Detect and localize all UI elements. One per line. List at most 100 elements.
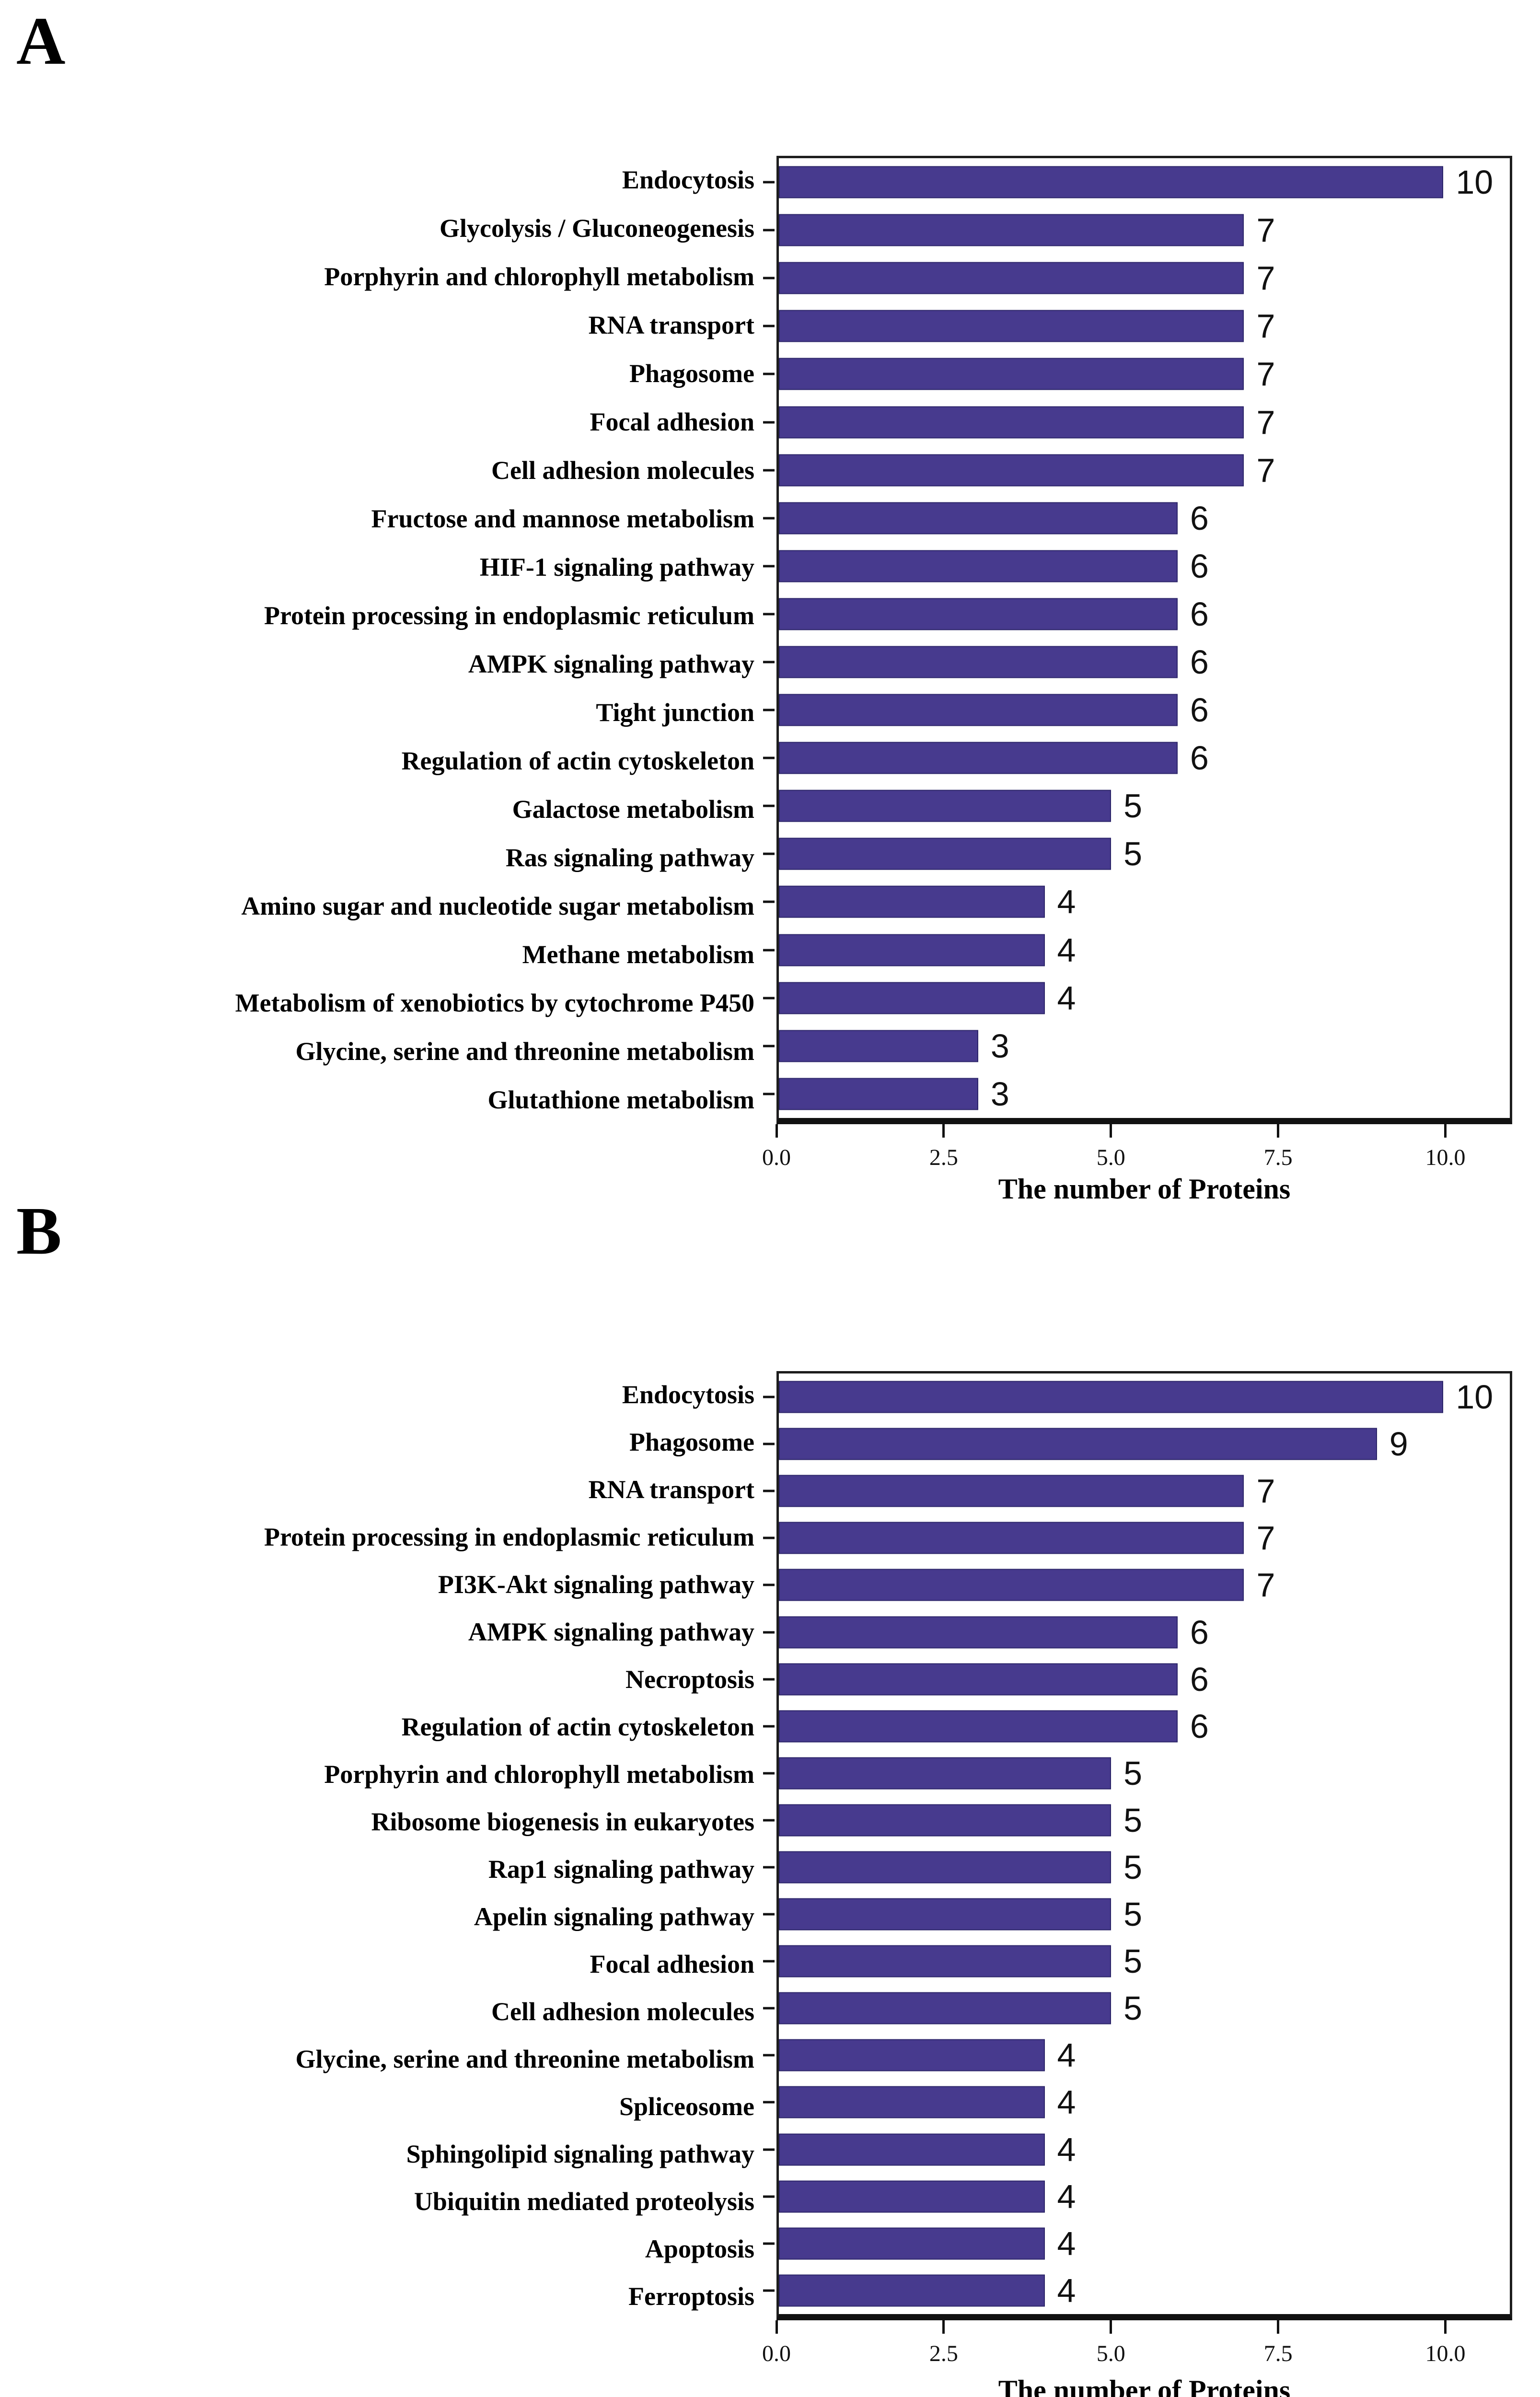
- bar-row: 4: [763, 2267, 1510, 2314]
- x-tick-mark: [1277, 2320, 1280, 2334]
- bar-value-label: 4: [1057, 2177, 1076, 2215]
- category-tick-mark: [763, 1536, 775, 1539]
- bar-row: 4: [763, 926, 1510, 974]
- category-tick-mark: [763, 756, 775, 759]
- bar-value-label: 7: [1256, 451, 1275, 489]
- x-axis-tick: 5.0: [1097, 1124, 1125, 1171]
- bar: [779, 2039, 1045, 2071]
- x-tick-mark: [1444, 1124, 1447, 1138]
- panel-b-plot-area: 10 9 7 7 7 6 6 6 5 5 5 5 5 5 4 4 4 4 4 4: [763, 1371, 1512, 2320]
- panel-a-letter: A: [16, 3, 66, 79]
- bar-value-label: 5: [1123, 1990, 1143, 2027]
- bar-value-label: 10: [1456, 1378, 1494, 1416]
- bar: [779, 2180, 1045, 2213]
- bar-row: 7: [763, 1561, 1510, 1608]
- x-tick-mark: [942, 1124, 945, 1138]
- x-tick-mark: [1110, 1124, 1112, 1138]
- category-label: Glycine, serine and threonine metabolism: [295, 1037, 754, 1066]
- category-label: Phagosome: [629, 1428, 754, 1457]
- panel-b-plot-rows: 10 9 7 7 7 6 6 6 5 5 5 5 5 5 4 4 4 4 4 4: [763, 1373, 1510, 2314]
- bar-value-label: 6: [1190, 1660, 1209, 1698]
- category-tick-mark: [763, 2195, 775, 2198]
- category-label: HIF-1 signaling pathway: [479, 553, 754, 582]
- bar: [779, 1804, 1112, 1837]
- panel-a-category-labels: Endocytosis Glycolysis / Gluconeogenesis P…: [0, 156, 776, 1124]
- x-tick-label: 5.0: [1096, 2341, 1125, 2366]
- category-label: Ferroptosis: [628, 2282, 754, 2311]
- panel-b-chart: Endocytosis Phagosome RNA transport Protein…: [0, 1371, 1512, 2320]
- bar-row: 6: [763, 590, 1510, 638]
- bar-row: 5: [763, 1844, 1510, 1891]
- bar: [779, 1663, 1178, 1696]
- bar-value-label: 5: [1123, 1848, 1143, 1886]
- bar-row: 7: [763, 398, 1510, 446]
- bar-row: 7: [763, 302, 1510, 350]
- bar: [779, 262, 1244, 294]
- bar-row: 7: [763, 350, 1510, 398]
- bar-row: 5: [763, 830, 1510, 878]
- category-tick-mark: [763, 1396, 775, 1398]
- bar-value-label: 3: [990, 1075, 1009, 1113]
- bar-value-label: 5: [1123, 835, 1143, 873]
- category-tick-mark: [763, 421, 775, 424]
- bar-value-label: 7: [1256, 1519, 1275, 1557]
- bar: [779, 1078, 978, 1110]
- category-tick-mark: [763, 1678, 775, 1681]
- bar: [779, 838, 1112, 870]
- bar-value-label: 4: [1057, 2130, 1076, 2168]
- category-tick-mark: [763, 997, 775, 1000]
- category-label: Galactose metabolism: [512, 795, 754, 824]
- category-tick-mark: [763, 325, 775, 327]
- bar-row: 10: [763, 158, 1510, 206]
- bar: [779, 1992, 1112, 2025]
- panel-b-category-labels: Endocytosis Phagosome RNA transport Protein…: [0, 1371, 776, 2320]
- panel-b-x-axis: 0.0 2.5 5.0 7.5 10.0: [762, 2320, 1512, 2387]
- category-tick-mark: [763, 372, 775, 375]
- bar-row: 7: [763, 206, 1510, 254]
- x-tick-label: 10.0: [1425, 1145, 1466, 1170]
- category-tick-mark: [763, 277, 775, 279]
- category-tick-mark: [763, 1866, 775, 1869]
- bar-value-label: 5: [1123, 1801, 1143, 1839]
- category-tick-mark: [763, 613, 775, 616]
- category-label: Ubiquitin mediated proteolysis: [414, 2187, 754, 2216]
- bar-value-label: 7: [1256, 1472, 1275, 1510]
- bar-row: 6: [763, 542, 1510, 590]
- category-tick-mark: [763, 1489, 775, 1492]
- x-tick-label: 2.5: [929, 1145, 958, 1170]
- category-label: Glycolysis / Gluconeogenesis: [439, 214, 754, 243]
- x-axis-tick: 2.5: [929, 1124, 958, 1171]
- bar-row: 4: [763, 2173, 1510, 2220]
- category-label: Regulation of actin cytoskeleton: [401, 746, 754, 776]
- category-label: Cell adhesion molecules: [491, 1997, 754, 2026]
- x-axis-tick: 7.5: [1264, 1124, 1293, 1171]
- bar-row: 3: [763, 1022, 1510, 1070]
- category-label: Rap1 signaling pathway: [488, 1855, 754, 1884]
- bar-value-label: 6: [1190, 499, 1209, 537]
- bar: [779, 934, 1045, 966]
- category-label: Methane metabolism: [522, 940, 754, 969]
- category-label: Ribosome biogenesis in eukaryotes: [371, 1807, 754, 1837]
- bar-value-label: 7: [1256, 211, 1275, 249]
- panel-b-x-axis-title: The number of Proteins: [998, 2374, 1291, 2397]
- category-label: AMPK signaling pathway: [468, 650, 754, 679]
- bar-row: 5: [763, 1938, 1510, 1985]
- bar-value-label: 7: [1256, 1566, 1275, 1604]
- category-label: Focal adhesion: [590, 1950, 754, 1979]
- bar: [779, 1898, 1112, 1931]
- bar: [779, 598, 1178, 630]
- category-label: Necroptosis: [625, 1665, 754, 1694]
- bar-row: 4: [763, 2032, 1510, 2079]
- category-tick-mark: [763, 1725, 775, 1728]
- category-label: Glutathione metabolism: [487, 1085, 754, 1115]
- category-label: Porphyrin and chlorophyll metabolism: [324, 262, 754, 291]
- category-tick-mark: [763, 2242, 775, 2245]
- bar-value-label: 4: [1057, 2271, 1076, 2309]
- bar-row: 6: [763, 1703, 1510, 1750]
- panel-a-plot-rows: 10 7 7 7 7 7 7 6 6 6 6 6 6 5 5 4 4 4 3 3: [763, 158, 1510, 1118]
- category-tick-mark: [763, 229, 775, 232]
- category-tick-mark: [763, 1443, 775, 1445]
- category-tick-mark: [763, 1960, 775, 1963]
- panel-a-chart: Endocytosis Glycolysis / Gluconeogenesis P…: [0, 156, 1512, 1124]
- category-tick-mark: [763, 1583, 775, 1586]
